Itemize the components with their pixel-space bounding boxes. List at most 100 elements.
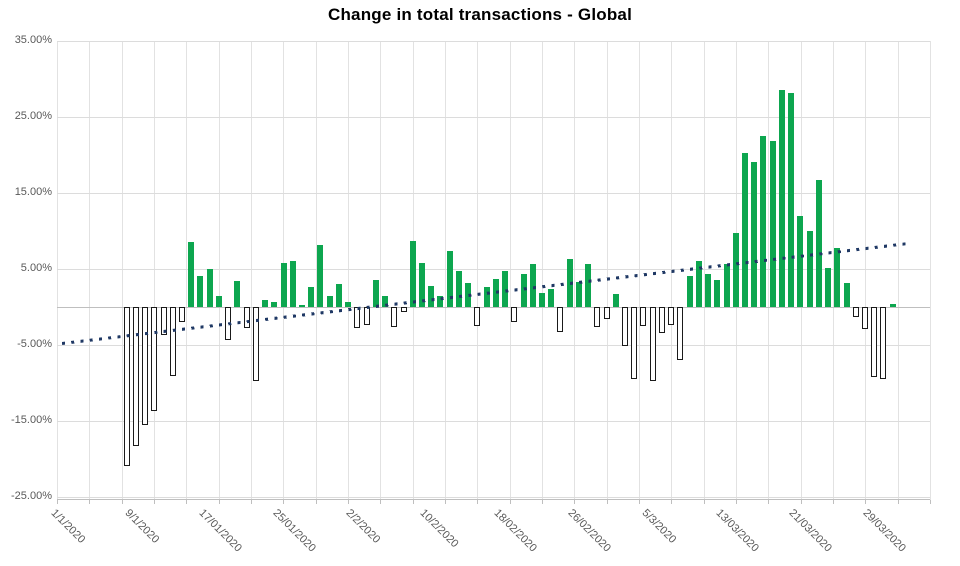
vertical-gridline — [380, 41, 381, 500]
bar-positive — [742, 153, 748, 307]
vertical-gridline — [219, 41, 220, 500]
axis-tick — [251, 500, 252, 504]
axis-tick — [865, 500, 866, 504]
x-axis-tick-label: 18/02/2020 — [491, 507, 539, 555]
axis-tick — [219, 500, 220, 504]
bar-negative — [880, 307, 886, 379]
vertical-gridline — [251, 41, 252, 500]
y-axis-tick-label: 15.00% — [14, 186, 52, 198]
x-axis-tick-label: 13/03/2020 — [713, 507, 761, 555]
bar-positive — [760, 136, 766, 307]
bar-positive — [197, 276, 203, 307]
bar-negative — [853, 307, 859, 317]
horizontal-gridline — [57, 497, 930, 498]
bar-positive — [281, 263, 287, 307]
y-axis-tick-label: -25.00% — [11, 490, 52, 502]
bar-negative — [253, 307, 259, 381]
vertical-gridline — [510, 41, 511, 500]
x-axis-tick-label: 29/03/2020 — [860, 507, 908, 555]
y-axis-tick-label: 35.00% — [14, 34, 52, 46]
horizontal-gridline — [57, 41, 930, 42]
vertical-gridline — [348, 41, 349, 500]
bar-negative — [244, 307, 250, 328]
zero-axis-line — [57, 307, 930, 308]
bar-positive — [382, 296, 388, 307]
y-axis-tick-label: 25.00% — [14, 110, 52, 122]
bar-positive — [271, 302, 277, 307]
bar-negative — [594, 307, 600, 327]
bar-negative — [650, 307, 656, 381]
vertical-gridline — [57, 41, 58, 500]
vertical-gridline — [542, 41, 543, 500]
horizontal-gridline — [57, 345, 930, 346]
bar-positive — [705, 274, 711, 307]
bar-positive — [834, 248, 840, 307]
bar-positive — [576, 282, 582, 307]
bar-positive — [539, 293, 545, 307]
bar-positive — [779, 90, 785, 307]
axis-tick — [671, 500, 672, 504]
vertical-gridline — [154, 41, 155, 500]
axis-tick — [639, 500, 640, 504]
axis-tick — [186, 500, 187, 504]
bar-positive — [825, 268, 831, 307]
axis-tick — [736, 500, 737, 504]
bar-positive — [345, 302, 351, 307]
bar-negative — [124, 307, 130, 466]
bar-positive — [419, 263, 425, 307]
bar-positive — [816, 180, 822, 307]
x-axis-tick-label: 1/1/2020 — [48, 507, 88, 546]
bar-negative — [161, 307, 167, 335]
axis-tick — [704, 500, 705, 504]
vertical-gridline — [122, 41, 123, 500]
vertical-gridline — [574, 41, 575, 500]
bar-positive — [327, 296, 333, 307]
axis-tick — [768, 500, 769, 504]
vertical-gridline — [89, 41, 90, 500]
axis-tick — [283, 500, 284, 504]
x-axis-tick-label: 5/3/2020 — [639, 507, 679, 546]
bar-negative — [511, 307, 517, 322]
bar-positive — [733, 233, 739, 307]
horizontal-gridline — [57, 193, 930, 194]
bar-negative — [364, 307, 370, 325]
bar-negative — [871, 307, 877, 377]
bar-positive — [696, 261, 702, 307]
bar-positive — [234, 281, 240, 307]
vertical-gridline — [898, 41, 899, 500]
axis-tick — [89, 500, 90, 504]
axis-tick — [122, 500, 123, 504]
bar-negative — [622, 307, 628, 346]
axis-tick — [57, 500, 58, 504]
bar-positive — [410, 241, 416, 307]
axis-tick — [898, 500, 899, 504]
vertical-gridline — [477, 41, 478, 500]
bar-negative — [604, 307, 610, 319]
axis-tick — [413, 500, 414, 504]
bar-negative — [133, 307, 139, 446]
x-axis-tick-label: 26/02/2020 — [565, 507, 613, 555]
bar-negative — [631, 307, 637, 379]
bar-positive — [770, 141, 776, 307]
bar-negative — [474, 307, 480, 326]
bar-negative — [677, 307, 683, 360]
vertical-gridline — [445, 41, 446, 500]
bar-positive — [844, 283, 850, 307]
bar-positive — [188, 242, 194, 307]
horizontal-gridline — [57, 421, 930, 422]
axis-tick — [348, 500, 349, 504]
chart-title: Change in total transactions - Global — [328, 5, 632, 24]
axis-tick — [607, 500, 608, 504]
x-axis-tick-label: 10/2/2020 — [417, 507, 461, 551]
horizontal-gridline — [57, 269, 930, 270]
bar-negative — [640, 307, 646, 326]
axis-tick — [542, 500, 543, 504]
vertical-gridline — [865, 41, 866, 500]
bar-negative — [391, 307, 397, 327]
axis-tick — [154, 500, 155, 504]
bar-negative — [151, 307, 157, 411]
bar-negative — [668, 307, 674, 325]
bar-positive — [724, 264, 730, 307]
bar-positive — [890, 304, 896, 307]
bar-positive — [308, 287, 314, 307]
